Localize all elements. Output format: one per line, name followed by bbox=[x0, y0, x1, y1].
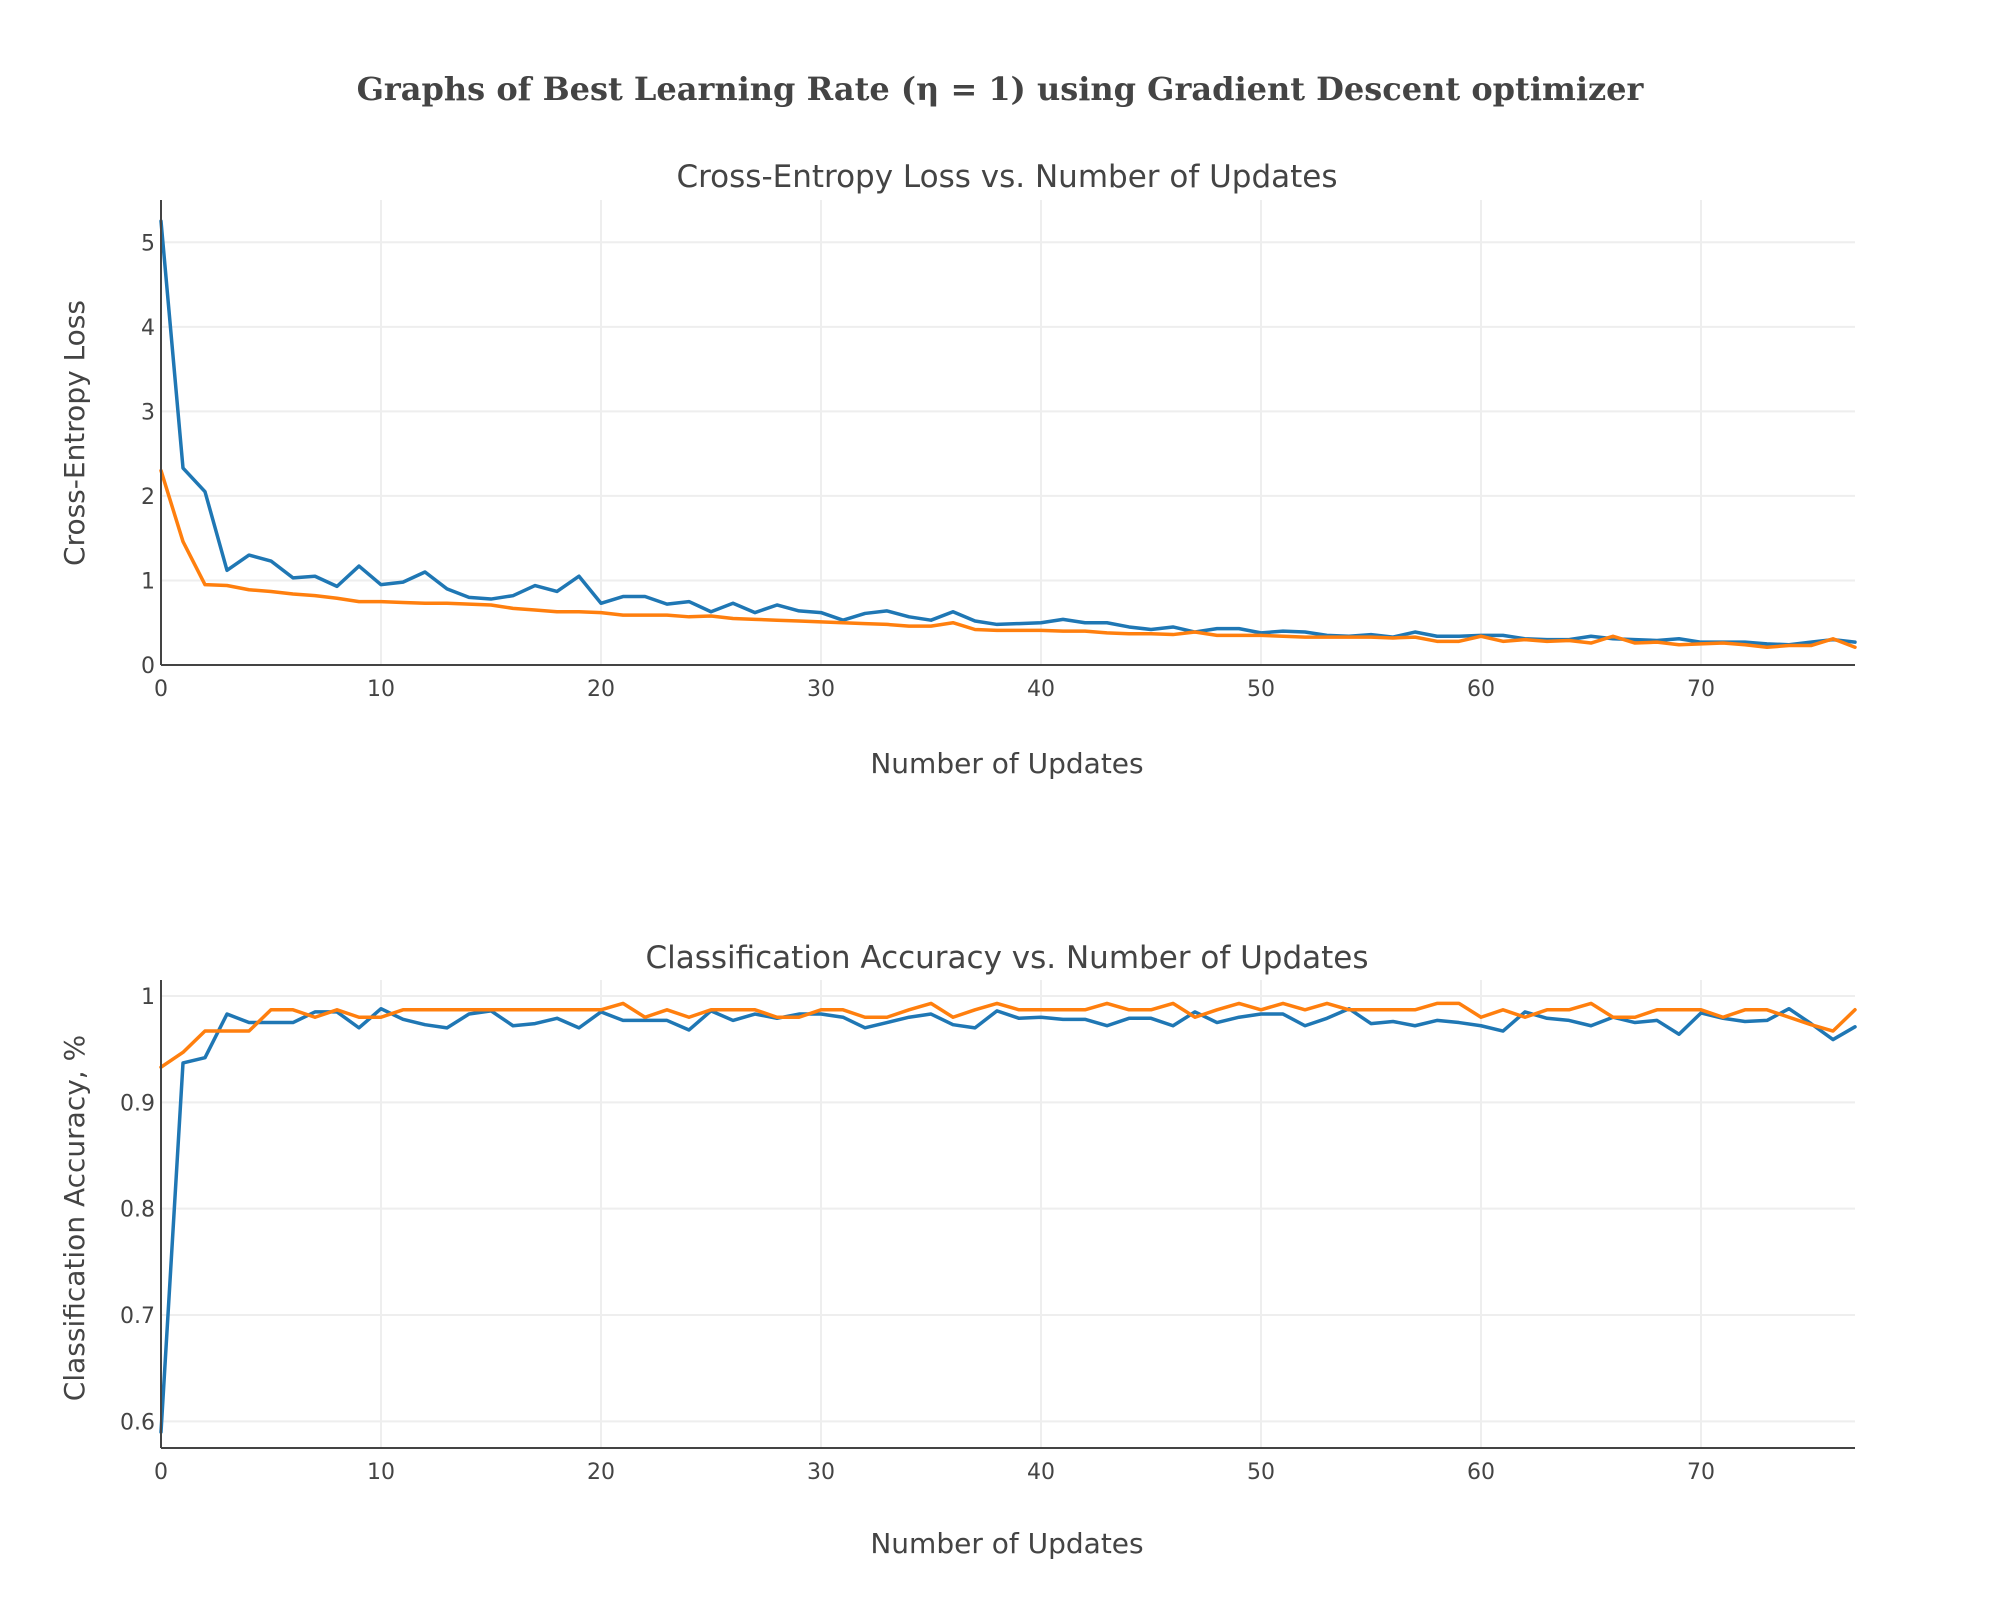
loss-series-2-line bbox=[159, 468, 1857, 649]
accuracy-y-tick-label: 1 bbox=[141, 985, 155, 1010]
loss-x-axis-title: Number of Updates bbox=[870, 747, 1143, 780]
accuracy-x-tick-label: 60 bbox=[1467, 1460, 1495, 1485]
loss-chart: Cross-Entropy Loss vs. Number of Updates… bbox=[58, 159, 1857, 780]
accuracy-series-1-line bbox=[159, 1006, 1857, 1434]
loss-y-tick-label: 4 bbox=[141, 316, 155, 341]
accuracy-x-tick-label: 50 bbox=[1247, 1460, 1275, 1485]
accuracy-x-tick-label: 30 bbox=[807, 1460, 835, 1485]
loss-y-tick-label: 3 bbox=[141, 400, 155, 425]
accuracy-series-2-line bbox=[159, 1001, 1857, 1069]
accuracy-x-tick-label: 10 bbox=[367, 1460, 395, 1485]
accuracy-y-tick-label: 0.9 bbox=[120, 1091, 155, 1116]
accuracy-x-tick-label: 70 bbox=[1687, 1460, 1715, 1485]
accuracy-x-tick-label: 0 bbox=[154, 1460, 168, 1485]
loss-x-tick-label: 30 bbox=[807, 677, 835, 702]
accuracy-chart-title: Classification Accuracy vs. Number of Up… bbox=[645, 940, 1368, 976]
loss-x-tick-label: 10 bbox=[367, 677, 395, 702]
loss-y-axis-title: Cross-Entropy Loss bbox=[58, 300, 91, 566]
loss-x-tick-label: 60 bbox=[1467, 677, 1495, 702]
loss-y-tick-label: 0 bbox=[141, 654, 155, 679]
accuracy-y-tick-label: 0.8 bbox=[120, 1198, 155, 1223]
accuracy-y-tick-label: 0.6 bbox=[120, 1410, 155, 1435]
loss-x-tick-label: 40 bbox=[1027, 677, 1055, 702]
loss-y-tick-label: 2 bbox=[141, 485, 155, 510]
accuracy-x-axis-title: Number of Updates bbox=[870, 1527, 1143, 1560]
loss-x-tick-label: 20 bbox=[587, 677, 615, 702]
accuracy-y-axis-title: Classification Accuracy, % bbox=[58, 1035, 91, 1401]
accuracy-x-tick-label: 40 bbox=[1027, 1460, 1055, 1485]
loss-series-1-line bbox=[159, 219, 1857, 647]
loss-x-tick-label: 70 bbox=[1687, 677, 1715, 702]
loss-y-tick-label: 5 bbox=[141, 231, 155, 256]
loss-chart-title: Cross-Entropy Loss vs. Number of Updates bbox=[676, 159, 1337, 195]
accuracy-y-tick-label: 0.7 bbox=[120, 1304, 155, 1329]
loss-x-tick-label: 0 bbox=[154, 677, 168, 702]
loss-x-tick-label: 50 bbox=[1247, 677, 1275, 702]
loss-y-tick-label: 1 bbox=[141, 569, 155, 594]
accuracy-x-tick-label: 20 bbox=[587, 1460, 615, 1485]
figure-title: Graphs of Best Learning Rate (η = 1) usi… bbox=[357, 70, 1645, 108]
accuracy-chart: Classification Accuracy vs. Number of Up… bbox=[58, 940, 1857, 1560]
